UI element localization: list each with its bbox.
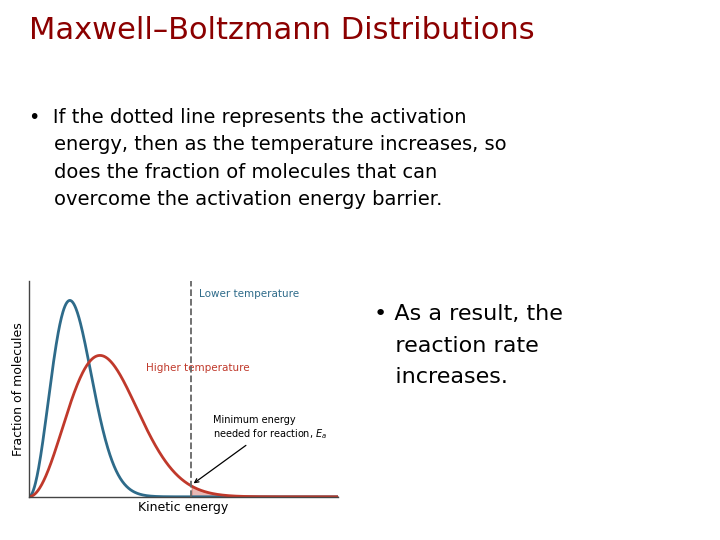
Text: Higher temperature: Higher temperature (146, 363, 250, 373)
X-axis label: Kinetic energy: Kinetic energy (138, 501, 229, 514)
Text: Maxwell–Boltzmann Distributions: Maxwell–Boltzmann Distributions (29, 16, 534, 45)
Text: • As a result, the
   reaction rate
   increases.: • As a result, the reaction rate increas… (374, 305, 563, 387)
Text: Lower temperature: Lower temperature (199, 289, 300, 300)
Text: Minimum energy
needed for reaction, $E_a$: Minimum energy needed for reaction, $E_a… (194, 415, 327, 483)
Y-axis label: Fraction of molecules: Fraction of molecules (12, 322, 24, 456)
Text: •  If the dotted line represents the activation
    energy, then as the temperat: • If the dotted line represents the acti… (29, 108, 506, 209)
